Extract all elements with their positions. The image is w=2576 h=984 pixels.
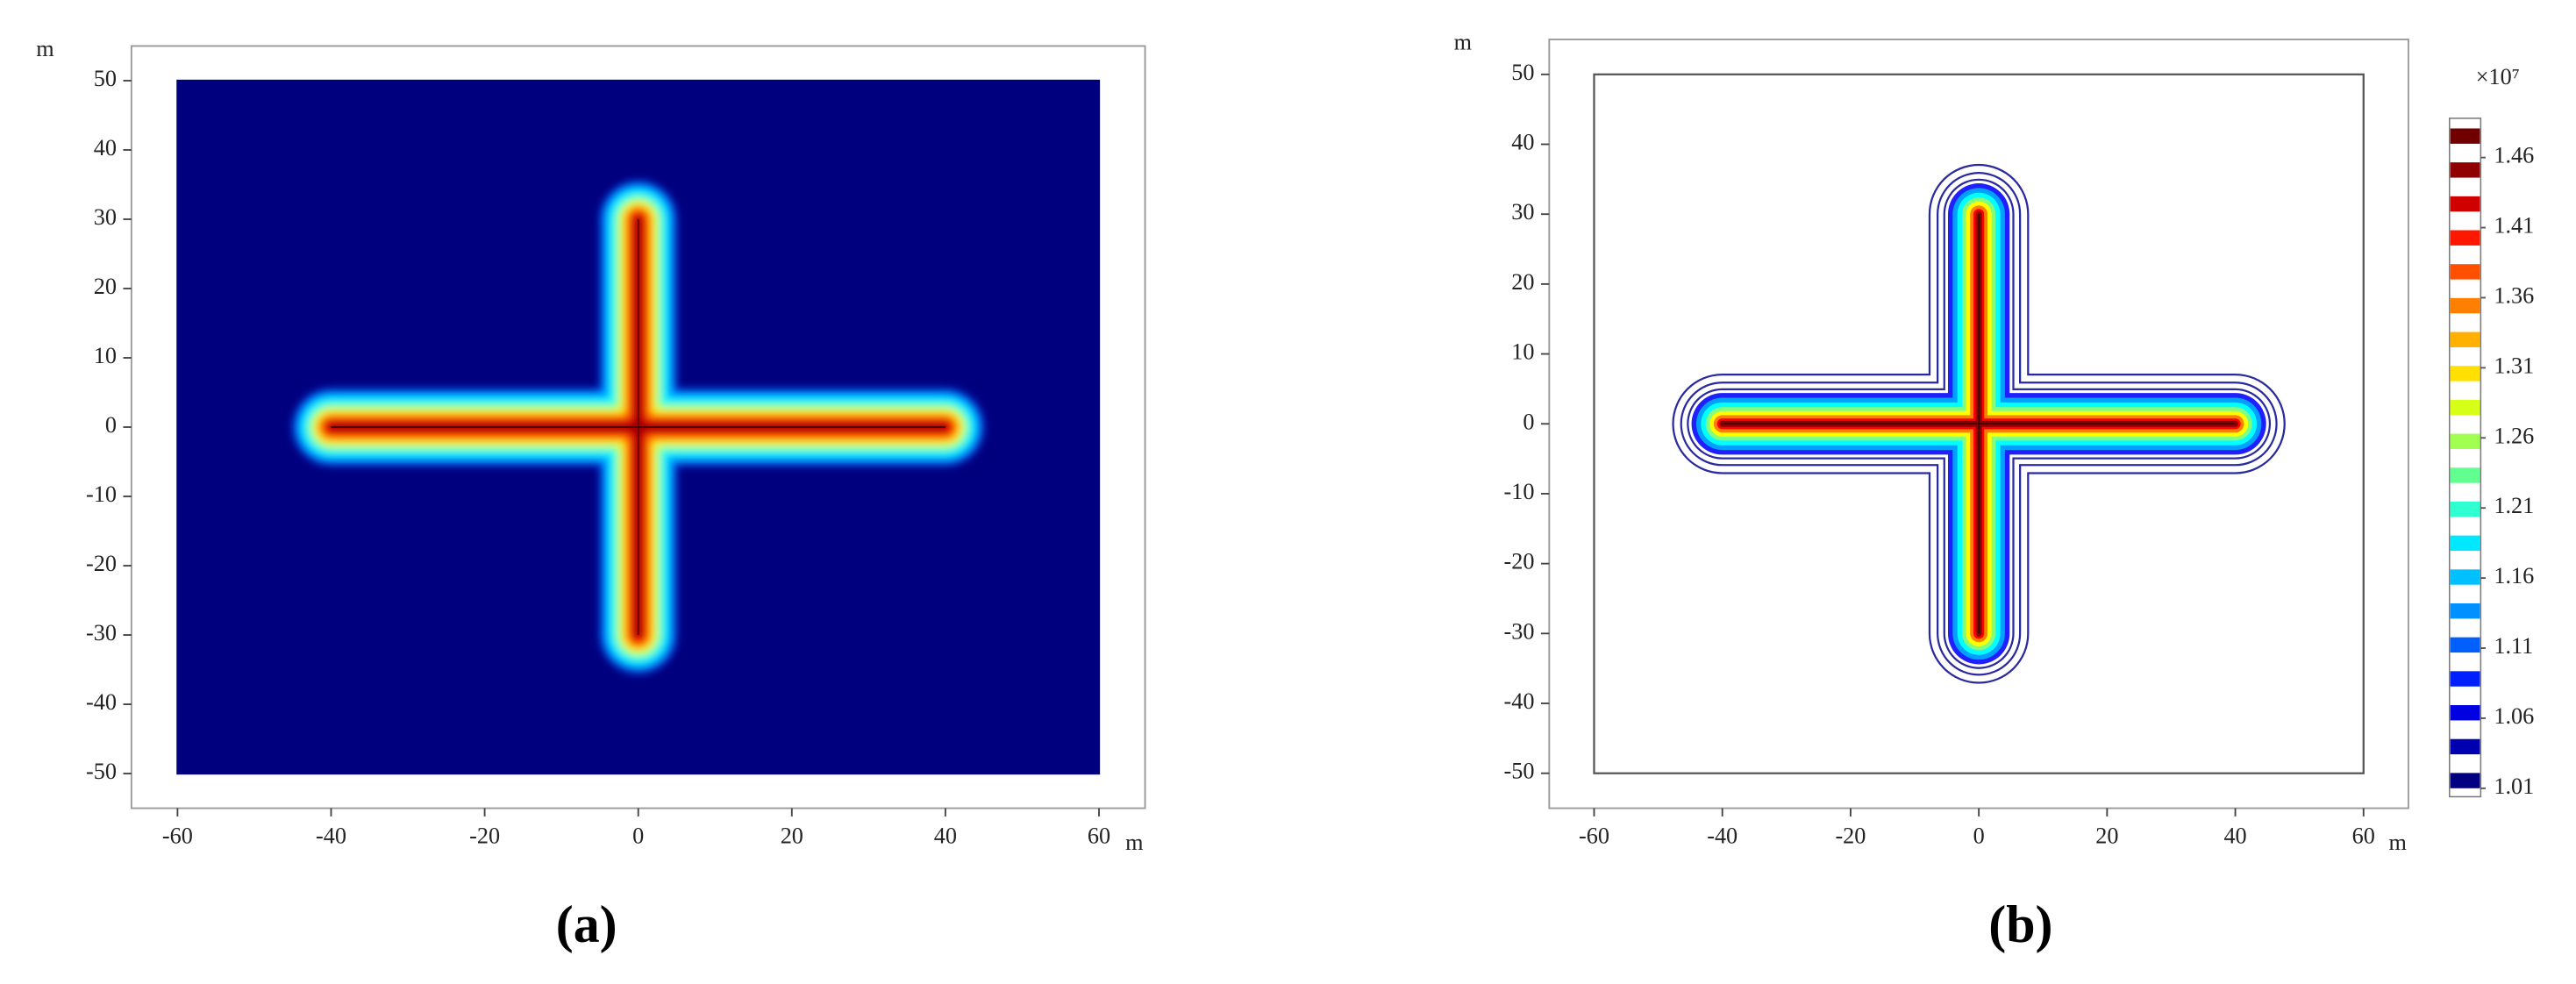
- colorbar-band: [2450, 196, 2480, 212]
- colorbar-band: [2450, 773, 2480, 788]
- y-tick-label: -50: [1504, 759, 1535, 784]
- y-tick-label: 0: [105, 412, 117, 438]
- colorbar-band: [2450, 128, 2480, 144]
- y-tick-label: -10: [86, 481, 117, 507]
- colorbar-tick-label: 1.41: [2494, 213, 2534, 239]
- colorbar-band: [2450, 738, 2480, 755]
- x-tick-label: -40: [1707, 823, 1738, 848]
- colorbar-tick-label: 1.06: [2494, 703, 2534, 729]
- x-tick-label: 20: [2095, 823, 2118, 848]
- colorbar-band: [2450, 297, 2480, 314]
- caption: (b): [1988, 895, 2052, 953]
- y-tick-label: -30: [1504, 618, 1535, 644]
- y-tick-label: -20: [1504, 549, 1535, 574]
- colorbar-band: [2450, 162, 2480, 178]
- colorbar-band: [2450, 467, 2480, 483]
- caption: (a): [556, 895, 617, 953]
- colorbar-band: [2450, 535, 2480, 552]
- y-tick-label: 30: [94, 204, 117, 230]
- colorbar-tick-label: 1.21: [2494, 493, 2534, 518]
- y-tick-label: 40: [1511, 130, 1534, 155]
- y-tick-label: 20: [94, 274, 117, 299]
- x-tick-label: 20: [781, 823, 803, 848]
- colorbar-band: [2450, 366, 2480, 381]
- colorbar-band: [2450, 399, 2480, 416]
- colorbar-band: [2450, 705, 2480, 721]
- colorbar-band: [2450, 501, 2480, 517]
- y-tick-label: 20: [1511, 269, 1534, 295]
- y-tick-label: 50: [1511, 60, 1534, 85]
- x-axis-label: m: [1125, 830, 1143, 855]
- y-axis-label: m: [36, 36, 54, 61]
- y-tick-label: -20: [86, 551, 117, 576]
- x-axis-label: m: [2388, 830, 2406, 855]
- x-tick-label: 0: [632, 823, 644, 848]
- colorbar-band: [2450, 332, 2480, 347]
- y-axis-label: m: [1454, 30, 1472, 55]
- x-tick-label: 40: [2223, 823, 2246, 848]
- x-tick-label: 0: [1973, 823, 1985, 848]
- x-tick-label: 60: [1088, 823, 1110, 848]
- colorbar-band: [2450, 637, 2480, 653]
- y-tick-label: -40: [86, 689, 117, 715]
- y-tick-label: -40: [1504, 688, 1535, 714]
- colorbar-tick-label: 1.11: [2494, 633, 2533, 659]
- y-tick-label: 10: [1511, 339, 1534, 365]
- y-tick-label: 30: [1511, 199, 1534, 225]
- colorbar-multiplier: ×10⁷: [2476, 64, 2520, 89]
- y-tick-label: 0: [1523, 409, 1534, 434]
- colorbar-band: [2450, 230, 2480, 246]
- colorbar-tick-label: 1.31: [2494, 353, 2534, 378]
- x-tick-label: -20: [469, 823, 500, 848]
- colorbar-tick-label: 1.36: [2494, 282, 2534, 308]
- x-tick-label: 40: [934, 823, 957, 848]
- colorbar-frame: [2449, 118, 2482, 798]
- y-tick-label: -10: [1504, 479, 1535, 504]
- x-tick-label: 60: [2352, 823, 2375, 848]
- colorbar-band: [2450, 569, 2480, 585]
- colorbar-band: [2450, 603, 2480, 619]
- colorbar-tick-label: 1.46: [2494, 143, 2534, 168]
- colorbar-tick-label: 1.26: [2494, 423, 2534, 448]
- y-tick-label: 10: [94, 343, 117, 368]
- colorbar-band: [2450, 671, 2480, 687]
- y-tick-label: -50: [86, 759, 117, 784]
- x-tick-label: -40: [316, 823, 346, 848]
- x-tick-label: -20: [1835, 823, 1866, 848]
- colorbar-band: [2450, 264, 2480, 280]
- y-tick-label: 40: [94, 135, 117, 160]
- x-tick-label: -60: [1579, 823, 1609, 848]
- colorbar-tick-label: 1.01: [2494, 774, 2534, 799]
- colorbar-band: [2450, 433, 2480, 449]
- colorbar-tick-label: 1.16: [2494, 563, 2534, 588]
- y-tick-label: -30: [86, 620, 117, 645]
- x-tick-label: -60: [162, 823, 193, 848]
- y-tick-label: 50: [94, 66, 117, 91]
